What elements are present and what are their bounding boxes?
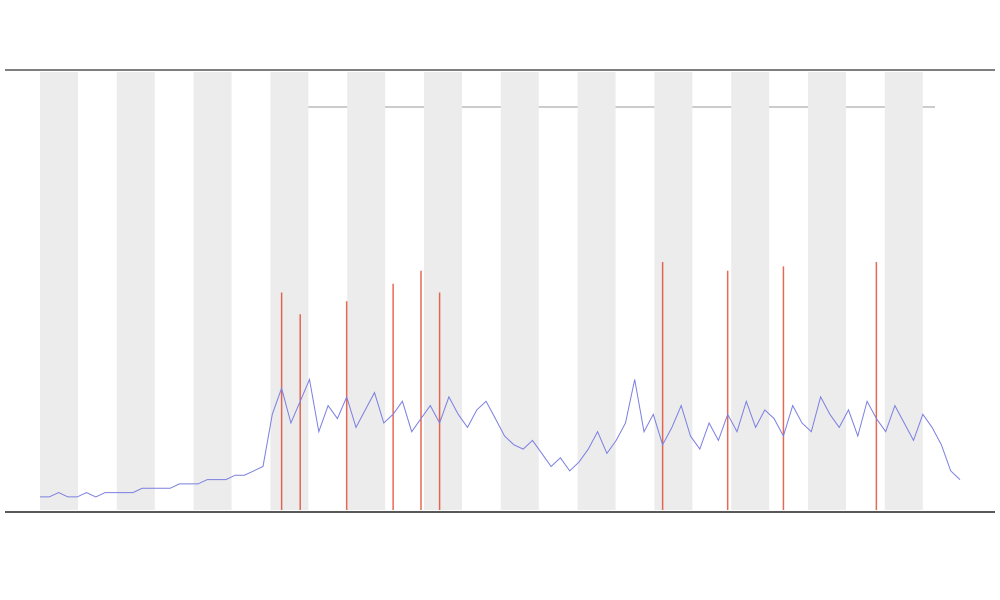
- shade-band: [116, 72, 155, 510]
- shade-band: [808, 72, 846, 510]
- shade-band: [270, 72, 309, 510]
- shade-band: [424, 72, 462, 510]
- shade-band: [347, 72, 386, 510]
- shade-band: [731, 72, 770, 510]
- shade-band: [500, 72, 539, 510]
- series-line: [40, 377, 961, 498]
- bands: [40, 72, 923, 510]
- plot: [40, 262, 961, 510]
- shade-band: [884, 72, 923, 510]
- shade-band: [577, 72, 616, 510]
- shade-band: [654, 72, 693, 510]
- shade-band: [193, 72, 232, 510]
- shade-band: [40, 72, 78, 510]
